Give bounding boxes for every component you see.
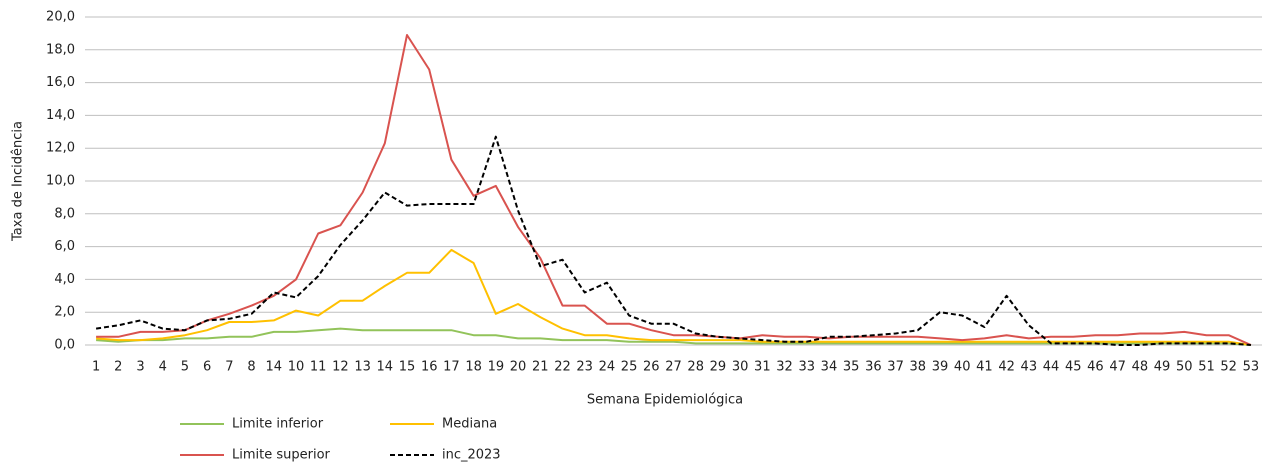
x-tick-label: 18 bbox=[465, 360, 482, 375]
x-tick-label: 28 bbox=[687, 360, 704, 375]
y-tick-label: 2,0 bbox=[54, 305, 75, 320]
x-tick-label: 39 bbox=[932, 360, 949, 375]
x-tick-label: 53 bbox=[1243, 360, 1260, 375]
x-tick-label: 5 bbox=[181, 360, 189, 375]
x-tick-label: 47 bbox=[1109, 360, 1126, 375]
x-tick-label: 31 bbox=[754, 360, 771, 375]
x-tick-label: 16 bbox=[421, 360, 438, 375]
x-tick-label: 44 bbox=[1043, 360, 1060, 375]
x-tick-label: 48 bbox=[1132, 360, 1149, 375]
x-tick-label: 10 bbox=[288, 360, 305, 375]
series-line bbox=[96, 34, 1252, 346]
x-tick-label: 29 bbox=[710, 360, 727, 375]
x-tick-label: 14 bbox=[265, 360, 282, 375]
legend-label: Limite superior bbox=[232, 448, 331, 463]
x-tick-label: 49 bbox=[1154, 360, 1171, 375]
x-tick-label: 25 bbox=[621, 360, 638, 375]
x-tick-label: 43 bbox=[1021, 360, 1038, 375]
x-tick-label: 20 bbox=[510, 360, 527, 375]
x-tick-label: 45 bbox=[1065, 360, 1082, 375]
x-tick-label: 32 bbox=[776, 360, 793, 375]
x-tick-label: 41 bbox=[976, 360, 993, 375]
y-tick-label: 8,0 bbox=[54, 206, 75, 221]
x-tick-label: 40 bbox=[954, 360, 971, 375]
x-tick-label: 50 bbox=[1176, 360, 1193, 375]
y-tick-label: 16,0 bbox=[46, 75, 75, 90]
x-tick-label: 24 bbox=[599, 360, 616, 375]
legend-label: Mediana bbox=[442, 417, 497, 432]
x-tick-label: 12 bbox=[332, 360, 349, 375]
x-tick-label: 38 bbox=[910, 360, 927, 375]
y-tick-label: 20,0 bbox=[46, 10, 75, 25]
x-tick-label: 13 bbox=[354, 360, 371, 375]
x-tick-label: 51 bbox=[1198, 360, 1215, 375]
x-tick-label: 6 bbox=[203, 360, 211, 375]
x-tick-label: 36 bbox=[865, 360, 882, 375]
series-line bbox=[95, 135, 1251, 346]
y-tick-label: 0,0 bbox=[54, 338, 75, 353]
y-tick-label: 6,0 bbox=[54, 239, 75, 254]
y-tick-label: 14,0 bbox=[46, 108, 75, 123]
y-tick-label: 10,0 bbox=[46, 174, 75, 189]
x-tick-label: 46 bbox=[1087, 360, 1104, 375]
x-tick-label: 42 bbox=[998, 360, 1015, 375]
y-tick-label: 12,0 bbox=[46, 141, 75, 156]
x-tick-label: 8 bbox=[247, 360, 255, 375]
x-tick-label: 3 bbox=[136, 360, 144, 375]
y-tick-label: 4,0 bbox=[54, 272, 75, 287]
x-tick-label: 1 bbox=[92, 360, 100, 375]
x-tick-label: 52 bbox=[1220, 360, 1237, 375]
legend-label: inc_2023 bbox=[442, 448, 501, 463]
series-line bbox=[96, 248, 1252, 346]
x-tick-label: 27 bbox=[665, 360, 682, 375]
x-tick-label: 35 bbox=[843, 360, 860, 375]
y-tick-label: 18,0 bbox=[46, 42, 75, 57]
x-tick-label: 33 bbox=[798, 360, 815, 375]
legend-label: Limite inferior bbox=[232, 417, 324, 432]
x-tick-label: 34 bbox=[821, 360, 838, 375]
x-tick-label: 19 bbox=[488, 360, 505, 375]
x-tick-label: 7 bbox=[225, 360, 233, 375]
x-tick-label: 23 bbox=[576, 360, 593, 375]
x-tick-label: 37 bbox=[887, 360, 904, 375]
x-tick-label: 22 bbox=[554, 360, 571, 375]
x-tick-label: 11 bbox=[310, 360, 327, 375]
x-tick-label: 14 bbox=[377, 360, 394, 375]
x-tick-label: 17 bbox=[443, 360, 460, 375]
x-tick-label: 21 bbox=[532, 360, 549, 375]
x-tick-label: 2 bbox=[114, 360, 122, 375]
y-axis-title: Taxa de Incidência bbox=[11, 121, 26, 242]
x-tick-label: 26 bbox=[643, 360, 660, 375]
x-tick-label: 4 bbox=[159, 360, 167, 375]
x-tick-label: 15 bbox=[399, 360, 416, 375]
x-tick-label: 30 bbox=[732, 360, 749, 375]
x-axis-title: Semana Epidemiológica bbox=[587, 393, 743, 408]
